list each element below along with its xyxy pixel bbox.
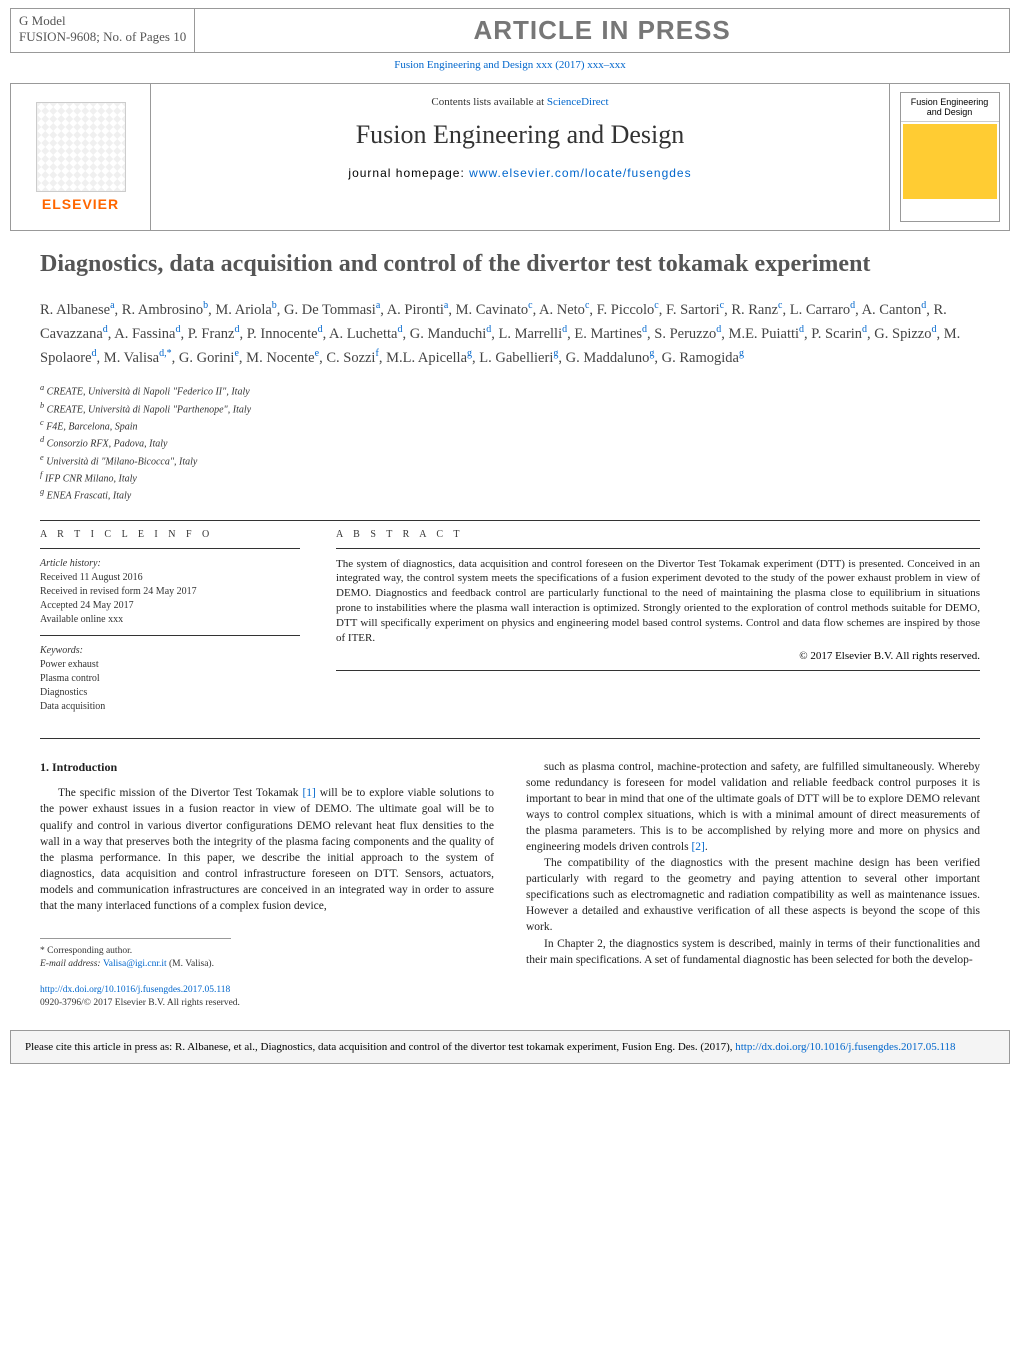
abstract-bottom-divider [336,670,980,671]
article-body: Diagnostics, data acquisition and contro… [0,249,1020,1010]
journal-center: Contents lists available at ScienceDirec… [151,84,889,230]
history-line: Received 11 August 2016 [40,571,300,585]
body-paragraph-c2-3: In Chapter 2, the diagnostics system is … [526,936,980,968]
info-divider [40,635,300,636]
keywords-heading: Keywords: [40,644,300,658]
abstract-label: A B S T R A C T [336,529,980,540]
contents-prefix: Contents lists available at [431,96,546,108]
homepage-label: journal homepage: [348,166,469,180]
journal-cover: Fusion Engineering and Design [900,92,1000,222]
model-code: FUSION-9608; No. of Pages 10 [19,29,186,45]
info-abstract-row: A R T I C L E I N F O Article history: R… [40,529,980,714]
sciencedirect-link[interactable]: ScienceDirect [547,96,609,108]
divider [40,738,980,739]
journal-homepage: journal homepage: www.elsevier.com/locat… [151,166,889,180]
affiliations: a CREATE, Università di Napoli "Federico… [40,382,980,503]
publisher-logo-cell: ELSEVIER [11,84,151,230]
body-columns: 1. Introduction The specific mission of … [40,759,980,1011]
journal-cover-cell: Fusion Engineering and Design [889,84,1009,230]
keywords-block: Keywords: Power exhaustPlasma controlDia… [40,644,300,714]
model-label: G Model [19,13,186,29]
body-paragraph-c2-1: such as plasma control, machine-protecti… [526,759,980,856]
journal-header-box: ELSEVIER Contents lists available at Sci… [10,83,1010,231]
body-paragraph-c2-2: The compatibility of the diagnostics wit… [526,855,980,935]
journal-title: Fusion Engineering and Design [151,120,889,150]
abstract-column: A B S T R A C T The system of diagnostic… [336,529,980,714]
article-title: Diagnostics, data acquisition and contro… [40,249,980,280]
header-bar: G Model FUSION-9608; No. of Pages 10 ART… [10,8,1010,53]
history-line: Accepted 24 May 2017 [40,599,300,613]
divider [40,520,980,521]
press-banner: ARTICLE IN PRESS [195,9,1009,52]
authors-list: R. Albanesea, R. Ambrosinob, M. Ariolab,… [40,298,980,370]
body-column-left: 1. Introduction The specific mission of … [40,759,494,1011]
ref-1[interactable]: [1] [302,787,315,799]
contents-line: Contents lists available at ScienceDirec… [151,96,889,108]
journal-citation-anchor[interactable]: Fusion Engineering and Design xxx (2017)… [394,59,626,71]
intro-paragraph-1: The specific mission of the Divertor Tes… [40,785,494,914]
intro-heading: 1. Introduction [40,759,494,776]
elsevier-text: ELSEVIER [36,196,126,212]
history-heading: Article history: [40,557,300,571]
corresponding-author: * Corresponding author. [40,945,494,958]
issn-copyright: 0920-3796/© 2017 Elsevier B.V. All right… [40,997,494,1010]
email-link[interactable]: Valisa@igi.cnr.it [103,959,167,969]
info-divider [40,548,300,549]
abstract-text: The system of diagnostics, data acquisit… [336,557,980,646]
body-column-right: such as plasma control, machine-protecti… [526,759,980,1011]
keyword: Power exhaust [40,658,300,672]
elsevier-tree-icon [36,102,126,192]
homepage-url[interactable]: www.elsevier.com/locate/fusengdes [469,166,691,180]
abstract-divider [336,548,980,549]
journal-citation-link[interactable]: Fusion Engineering and Design xxx (2017)… [0,59,1020,71]
history-line: Available online xxx [40,613,300,627]
article-history: Article history: Received 11 August 2016… [40,557,300,627]
doi-link[interactable]: http://dx.doi.org/10.1016/j.fusengdes.20… [40,985,230,995]
cite-text: Please cite this article in press as: R.… [25,1041,735,1053]
footer-block: * Corresponding author. E-mail address: … [40,938,494,1010]
cover-title: Fusion Engineering and Design [901,93,999,122]
keyword: Diagnostics [40,686,300,700]
article-info-column: A R T I C L E I N F O Article history: R… [40,529,300,714]
email-line: E-mail address: Valisa@igi.cnr.it (M. Va… [40,958,494,971]
keyword: Plasma control [40,672,300,686]
email-label: E-mail address: [40,959,103,969]
doi-line: http://dx.doi.org/10.1016/j.fusengdes.20… [40,984,494,997]
cite-url[interactable]: http://dx.doi.org/10.1016/j.fusengdes.20… [735,1041,955,1053]
model-info: G Model FUSION-9608; No. of Pages 10 [11,9,195,52]
cover-body [903,124,997,199]
keyword: Data acquisition [40,700,300,714]
abstract-copyright: © 2017 Elsevier B.V. All rights reserved… [336,650,980,662]
cite-box: Please cite this article in press as: R.… [10,1030,1010,1064]
email-name: (M. Valisa). [167,959,214,969]
ref-2[interactable]: [2] [691,841,704,853]
article-info-label: A R T I C L E I N F O [40,529,300,540]
history-line: Received in revised form 24 May 2017 [40,585,300,599]
footer-divider [40,938,231,939]
elsevier-logo: ELSEVIER [36,102,126,212]
